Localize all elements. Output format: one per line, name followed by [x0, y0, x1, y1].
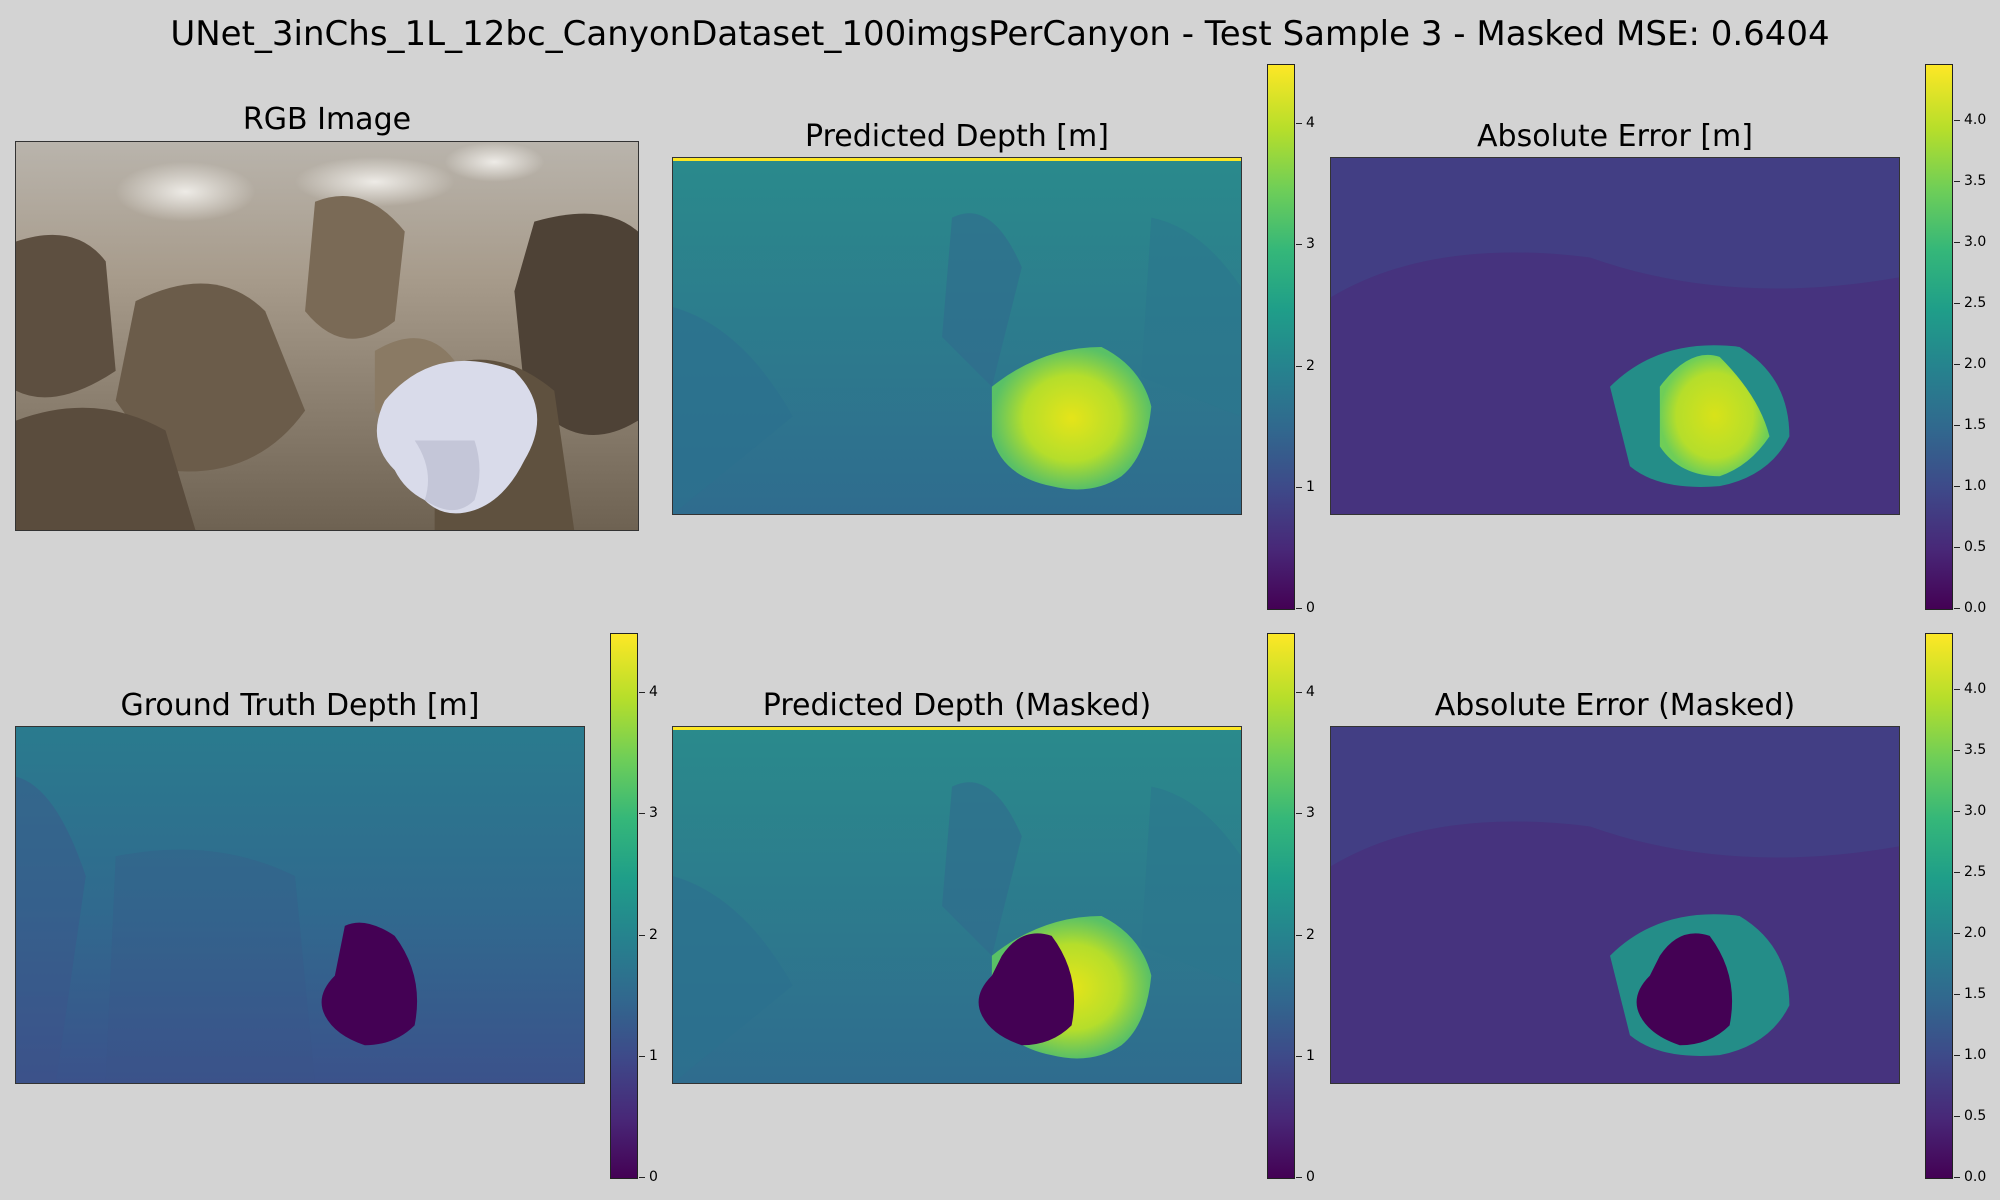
predicted-depth-masked-colorbar: 0 1 2 3 4: [1267, 633, 1315, 1185]
colorbar-tick: 3: [1296, 805, 1315, 821]
colorbar-tick: 2: [639, 927, 658, 943]
predicted-depth-title: Predicted Depth [m]: [805, 119, 1109, 154]
colorbar-tick: 3: [1296, 236, 1315, 252]
colorbar-tick: 0: [1296, 600, 1315, 616]
predicted-depth-masked-title: Predicted Depth (Masked): [762, 688, 1152, 723]
colorbar-tick: 0.5: [1954, 1108, 1986, 1124]
absolute-error-colorbar: 0.0 0.5 1.0 1.5 2.0 2.5 3.0 3.5 4.0: [1925, 64, 1986, 616]
absolute-error-masked-title: Absolute Error (Masked): [1434, 688, 1796, 723]
ground-truth-depth-image: [15, 726, 585, 1084]
colorbar-tick: 4: [639, 684, 658, 700]
absolute-error-masked-image: [1330, 726, 1900, 1084]
colorbar-tick: 2.0: [1954, 925, 1986, 941]
colorbar-tick: 3.5: [1954, 173, 1986, 189]
absolute-error-masked-colorbar: 0.0 0.5 1.0 1.5 2.0 2.5 3.0 3.5 4.0: [1925, 633, 1986, 1185]
colorbar-tick: 2.5: [1954, 864, 1986, 880]
ground-truth-colorbar: 0 1 2 3 4: [610, 633, 658, 1185]
colorbar-tick: 2: [1296, 358, 1315, 374]
absolute-error-image: [1330, 157, 1900, 515]
rgb-image: [15, 141, 639, 531]
colorbar-tick: 1: [1296, 479, 1315, 495]
colorbar-tick: 1.5: [1954, 986, 1986, 1002]
colorbar-tick: 0.5: [1954, 539, 1986, 555]
predicted-depth-image: [672, 157, 1242, 515]
colorbar-tick: 2.0: [1954, 356, 1986, 372]
colorbar-tick: 1.0: [1954, 478, 1986, 494]
colorbar-tick: 0: [639, 1169, 658, 1185]
predicted-depth-colorbar: 0 1 2 3 4: [1267, 64, 1315, 616]
colorbar-tick: 0.0: [1954, 1169, 1986, 1185]
rgb-image-title: RGB Image: [242, 102, 412, 137]
colorbar-tick: 4: [1296, 115, 1315, 131]
colorbar-tick: 2.5: [1954, 295, 1986, 311]
colorbar-tick: 4.0: [1954, 112, 1986, 128]
colorbar-tick: 3.0: [1954, 803, 1986, 819]
colorbar-tick: 1: [639, 1048, 658, 1064]
colorbar-tick: 3.5: [1954, 742, 1986, 758]
colorbar-tick: 0.0: [1954, 600, 1986, 616]
colorbar-tick: 1: [1296, 1048, 1315, 1064]
colorbar-tick: 0: [1296, 1169, 1315, 1185]
colorbar-tick: 3: [639, 805, 658, 821]
ground-truth-depth-title: Ground Truth Depth [m]: [120, 688, 480, 723]
colorbar-tick: 2: [1296, 927, 1315, 943]
colorbar-tick: 4.0: [1954, 681, 1986, 697]
colorbar-tick: 4: [1296, 684, 1315, 700]
absolute-error-title: Absolute Error [m]: [1477, 119, 1753, 154]
colorbar-tick: 1.0: [1954, 1047, 1986, 1063]
colorbar-tick: 1.5: [1954, 417, 1986, 433]
predicted-depth-masked-image: [672, 726, 1242, 1084]
figure-title: UNet_3inChs_1L_12bc_CanyonDataset_100img…: [170, 14, 1830, 54]
colorbar-tick: 3.0: [1954, 234, 1986, 250]
